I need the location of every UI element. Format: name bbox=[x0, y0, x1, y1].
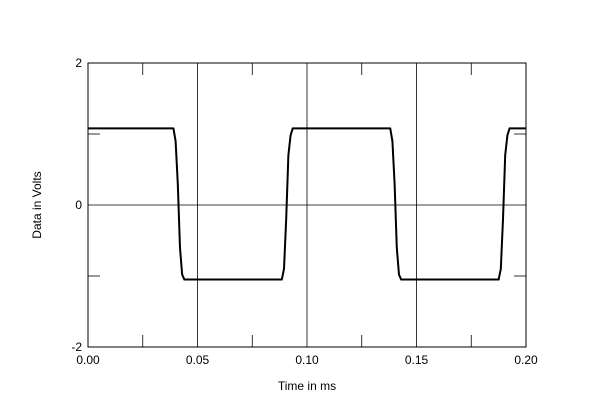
y-tick-labels: -2 0 2 bbox=[71, 56, 82, 354]
minor-ticks bbox=[88, 63, 526, 347]
x-tick-labels: 0.00 0.05 0.10 0.15 0.20 bbox=[76, 353, 538, 367]
x-tick-label: 0.00 bbox=[76, 353, 100, 367]
y-tick-label: 0 bbox=[75, 198, 82, 212]
y-tick-label: -2 bbox=[71, 340, 82, 354]
x-tick-label: 0.10 bbox=[295, 353, 319, 367]
y-tick-label: 2 bbox=[75, 56, 82, 70]
signal-line bbox=[88, 127, 526, 281]
y-axis-label: Data in Volts bbox=[30, 171, 44, 238]
x-tick-label: 0.20 bbox=[514, 353, 538, 367]
grid bbox=[88, 63, 526, 347]
x-tick-label: 0.15 bbox=[405, 353, 429, 367]
plot-frame bbox=[87, 62, 527, 348]
x-tick-label: 0.05 bbox=[186, 353, 210, 367]
x-axis-label: Time in ms bbox=[278, 379, 336, 393]
